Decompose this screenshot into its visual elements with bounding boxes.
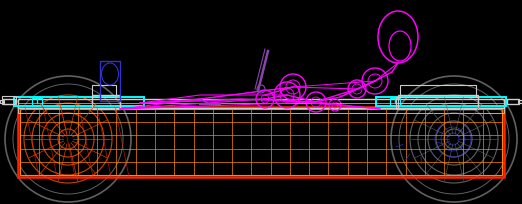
Bar <box>92 86 116 98</box>
Bar <box>0 101 4 103</box>
Bar <box>92 95 120 110</box>
Bar <box>18 109 504 113</box>
Bar <box>398 95 478 110</box>
Bar <box>396 98 478 110</box>
Bar <box>18 108 504 177</box>
Bar <box>400 86 476 98</box>
Bar <box>3 100 15 104</box>
Bar <box>518 101 522 103</box>
Bar <box>14 98 144 106</box>
Bar <box>507 100 519 104</box>
Bar <box>376 98 506 106</box>
Bar <box>18 100 504 109</box>
Bar <box>2 96 16 104</box>
Bar <box>100 62 120 102</box>
Bar <box>32 99 42 105</box>
Bar <box>20 110 502 175</box>
Bar <box>390 99 400 105</box>
